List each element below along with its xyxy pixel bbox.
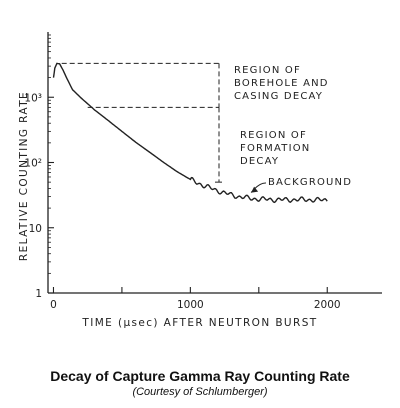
y-tick-label: 10² [24,158,42,170]
formation-region-label: FORMATION [240,143,310,154]
y-tick-label: 1 [35,288,42,300]
caption-title: Decay of Capture Gamma Ray Counting Rate [50,368,350,384]
formation-region-label: DECAY [240,156,279,167]
x-tick-label: 0 [50,299,57,311]
borehole-region-label: REGION OF [234,65,301,76]
formation-region-label: REGION OF [240,130,307,141]
x-axis-label: TIME (μsec) AFTER NEUTRON BURST [81,317,317,329]
axes: 0 1000 2000 1 10 10² 10³ [24,32,382,311]
borehole-region-label: BOREHOLE AND [234,78,329,89]
decay-curve-group [52,62,328,204]
caption-subtitle: (Courtesy of Schlumberger) [132,386,268,398]
x-tick-label: 1000 [177,299,204,311]
y-tick-label: 10³ [24,92,42,104]
y-axis-label: RELATIVE COUNTING RATE [18,91,30,261]
background-arrow-head [251,186,259,193]
annotations: REGION OF BOREHOLE AND CASING DECAY REGION … [61,62,352,193]
y-tick-label: 10 [29,223,42,235]
background-label: BACKGROUND [268,177,352,188]
decay-curve [52,62,328,204]
x-tick-label: 2000 [314,299,341,311]
borehole-region-label: CASING DECAY [234,91,323,102]
